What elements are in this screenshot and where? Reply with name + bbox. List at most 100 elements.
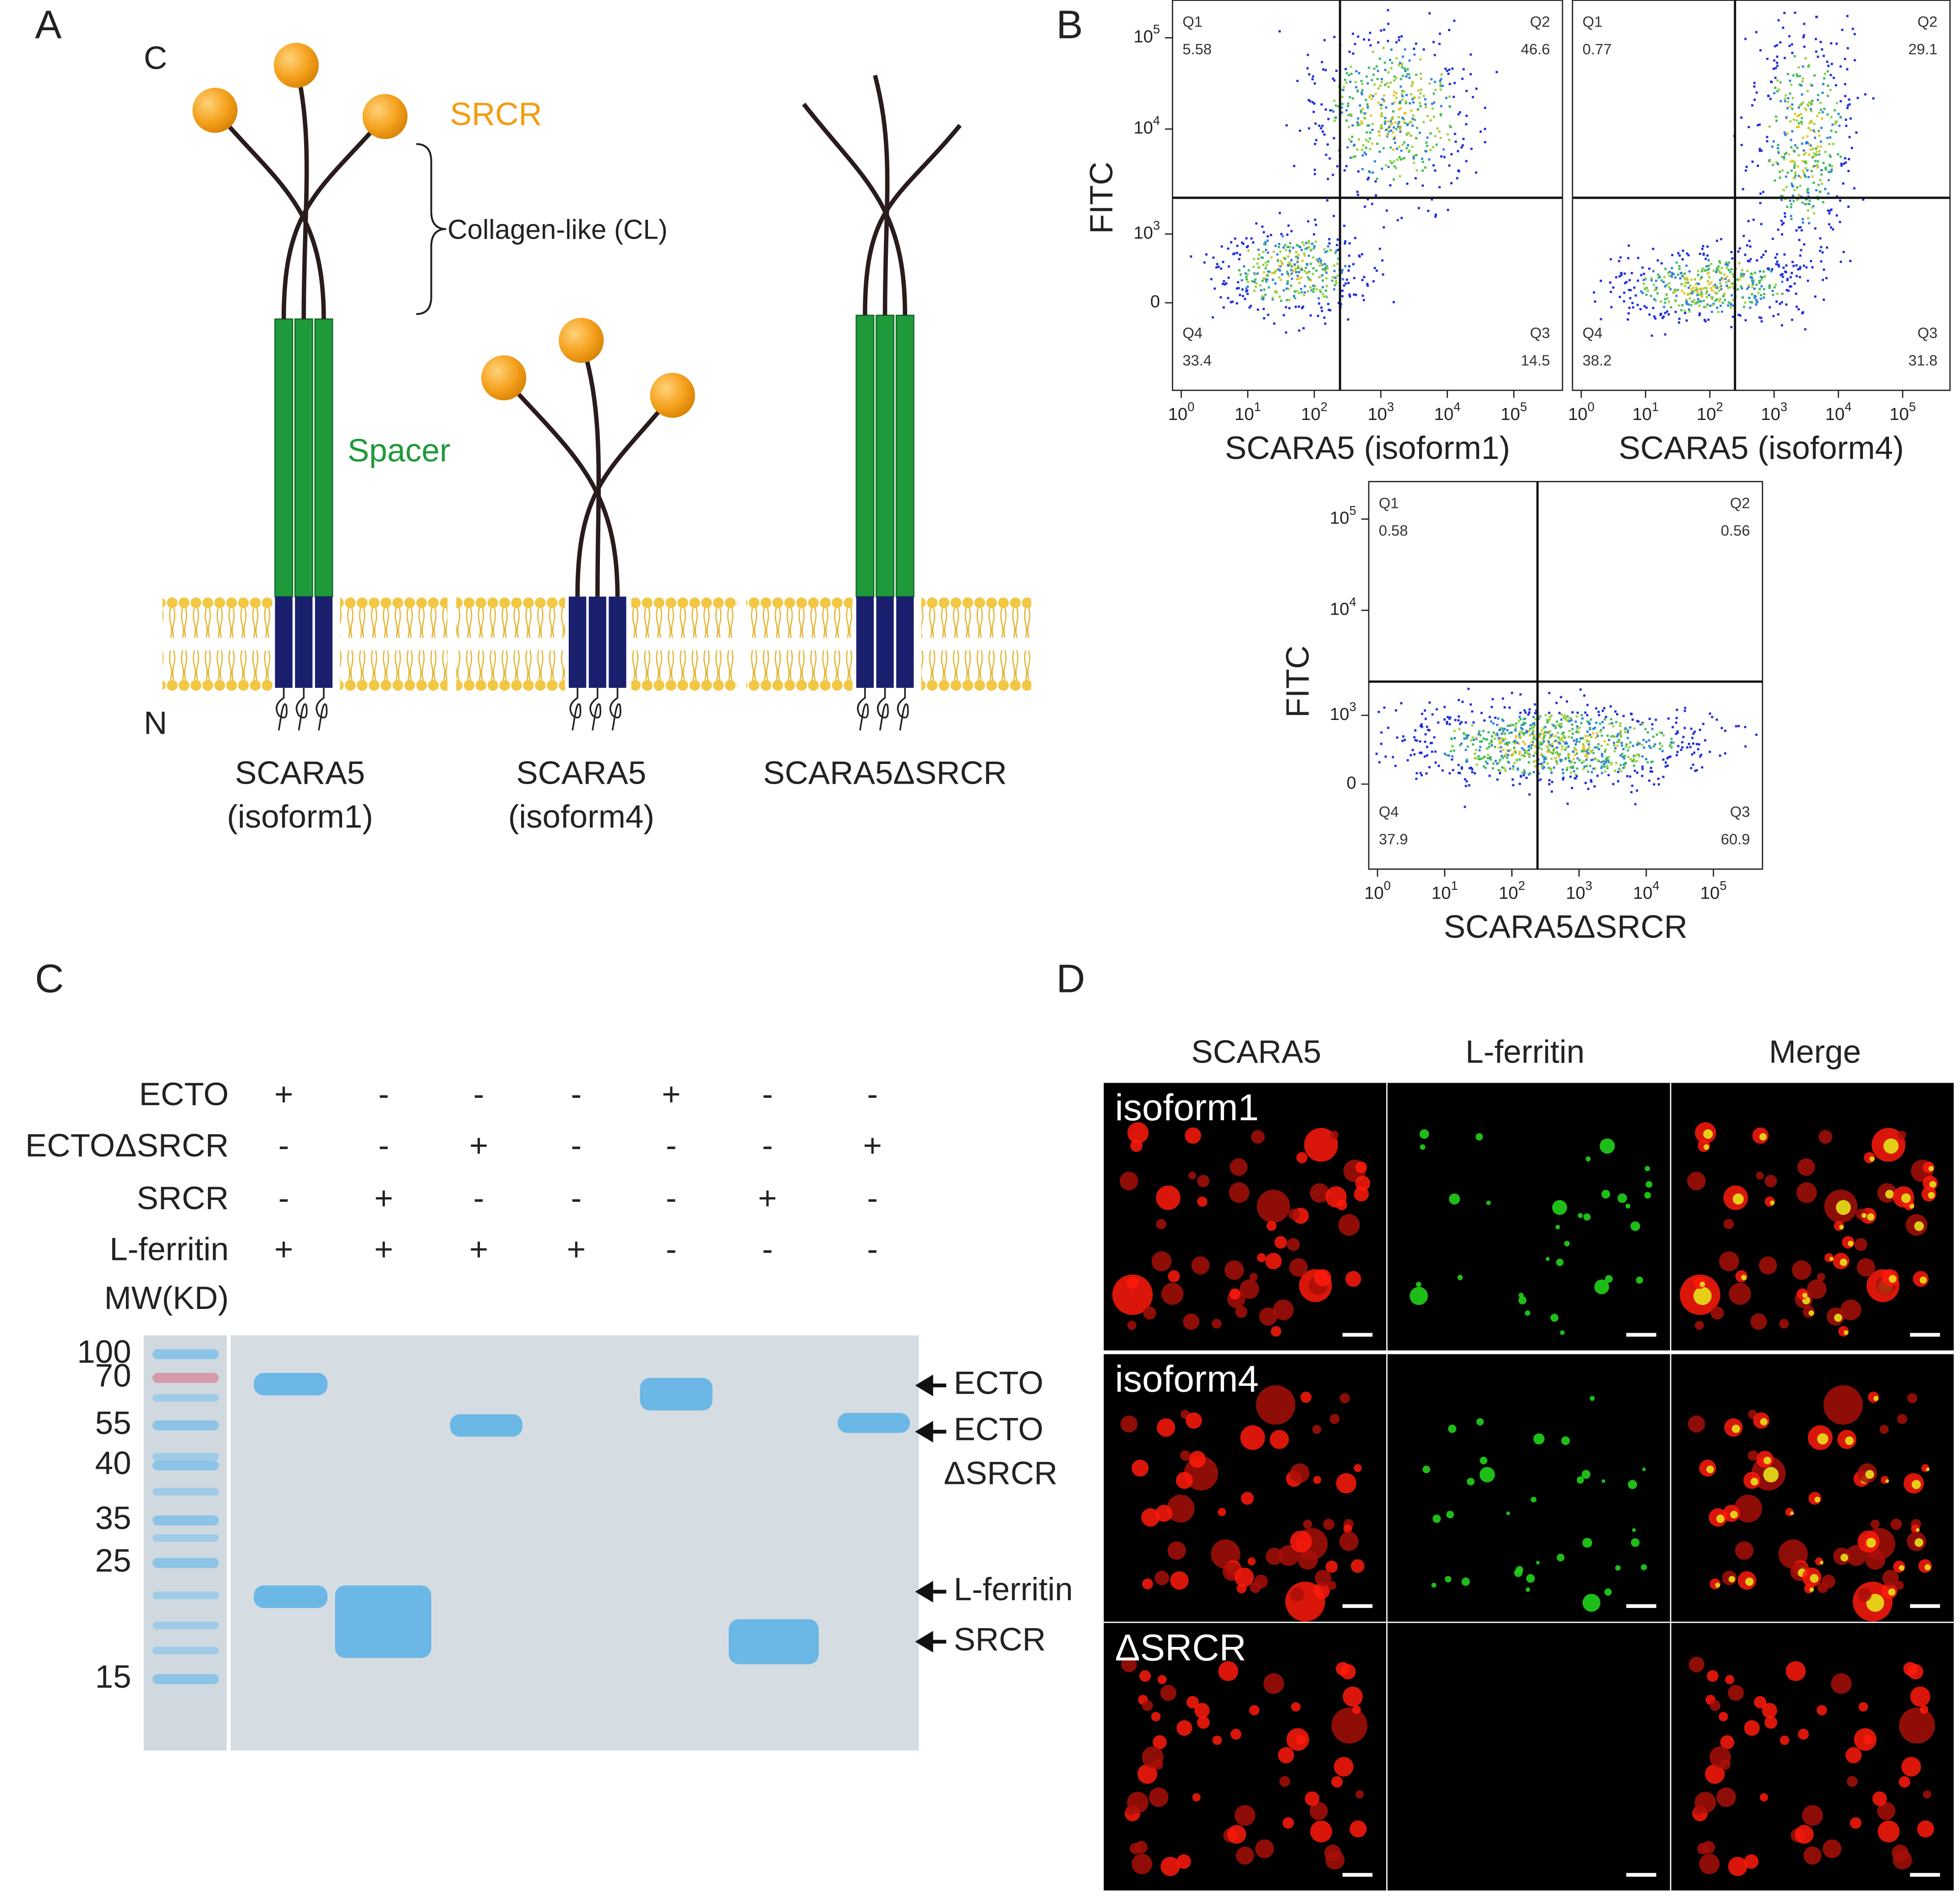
event-dot [1623,763,1625,766]
event-dot [1792,200,1795,202]
event-dot [1815,50,1818,53]
event-dot [1413,162,1415,164]
event-dot [1499,772,1501,774]
event-dot [1811,84,1813,87]
event-dot [1759,49,1762,51]
event-dot [1784,153,1786,155]
event-dot [1827,85,1829,87]
red-signal [1290,1463,1310,1483]
event-dot [1556,763,1558,765]
event-dot [1322,68,1324,71]
event-dot [1744,726,1746,728]
event-dot [1344,265,1346,267]
event-dot [1548,712,1551,714]
event-dot [1744,38,1747,40]
event-dot [1587,788,1590,790]
yellow-signal [1899,1565,1905,1571]
y-axis-label: FITC [1083,162,1120,234]
event-dot [1236,245,1238,247]
event-dot [1372,50,1374,53]
condition-sign: - [474,1180,485,1216]
event-dot [1828,212,1830,214]
event-dot [1624,766,1626,768]
event-dot [1573,740,1575,742]
event-dot [1286,234,1289,236]
event-dot [1324,322,1326,325]
event-dot [1459,111,1461,114]
event-dot [1448,754,1450,757]
event-dot [1820,169,1823,171]
event-dot [1309,100,1312,103]
event-dot [1710,296,1712,298]
yellow-signal [1839,1225,1844,1229]
event-dot [1402,55,1404,58]
event-dot [1820,174,1823,176]
event-dot [1312,290,1315,293]
event-dot [1647,761,1649,763]
event-dot [1490,720,1492,723]
event-dot [1284,244,1286,246]
event-dot [1347,105,1349,107]
event-dot [1769,125,1771,128]
event-dot [1533,736,1535,739]
yellow-signal [1884,1139,1899,1154]
event-dot [1294,290,1296,293]
event-dot [1463,737,1465,740]
yellow-signal [1869,1156,1874,1161]
quadrant-name: Q4 [1379,803,1399,820]
green-signal [1410,1287,1428,1305]
red-signal [1330,1131,1339,1139]
event-dot [1465,734,1467,736]
event-dot [1371,203,1373,205]
event-dot [1415,74,1417,76]
event-dot [1703,287,1705,289]
event-dot [1506,729,1508,731]
event-dot [1322,286,1324,289]
tick-exponent: 4 [1653,878,1660,893]
event-dot [1488,746,1491,748]
event-dot [1826,114,1829,116]
event-dot [1796,147,1798,149]
event-dot [1774,286,1776,289]
event-dot [1472,721,1475,724]
red-signal [1897,1414,1907,1424]
event-dot [1438,43,1441,45]
event-dot [1350,141,1352,143]
event-dot [1267,240,1269,242]
event-dot [1320,104,1323,106]
event-dot [1391,162,1393,164]
event-dot [1232,253,1235,255]
event-dot [1582,743,1584,746]
event-dot [1563,714,1566,717]
event-dot [1344,242,1346,245]
event-dot [1624,282,1626,284]
event-dot [1580,722,1583,724]
event-dot [1656,734,1658,736]
event-dot [1776,261,1778,263]
protein-band [729,1619,819,1664]
event-dot [1847,47,1849,49]
event-dot [1261,225,1263,228]
event-dot [1369,137,1371,140]
event-dot [1296,275,1299,277]
event-dot [1377,70,1379,72]
event-dot [1463,732,1465,735]
event-dot [1525,777,1528,779]
event-dot [1348,74,1350,76]
event-dot [1650,770,1652,773]
event-dot [1413,54,1416,56]
event-dot [1388,166,1390,168]
event-dot [1287,224,1290,227]
event-dot [1322,279,1324,282]
green-signal [1467,1478,1475,1486]
event-dot [1355,70,1357,72]
event-dot [1820,109,1822,111]
event-dot [1327,143,1329,146]
event-dot [1496,763,1498,765]
event-dot [1282,235,1284,237]
event-dot [1395,128,1398,131]
event-dot [1470,54,1472,56]
yellow-signal [1751,1478,1759,1486]
event-dot [1565,741,1567,744]
event-dot [1372,95,1374,97]
